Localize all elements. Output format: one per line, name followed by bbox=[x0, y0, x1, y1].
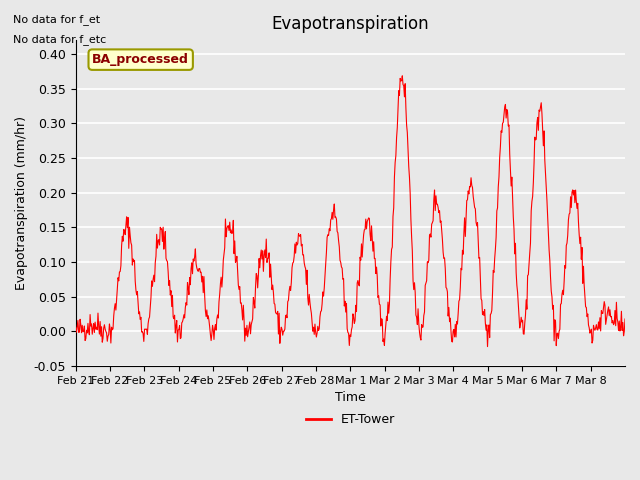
X-axis label: Time: Time bbox=[335, 391, 366, 404]
Text: BA_processed: BA_processed bbox=[92, 53, 189, 66]
Legend: ET-Tower: ET-Tower bbox=[301, 408, 400, 432]
Title: Evapotranspiration: Evapotranspiration bbox=[271, 15, 429, 33]
Text: No data for f_et: No data for f_et bbox=[13, 14, 100, 25]
Y-axis label: Evapotranspiration (mm/hr): Evapotranspiration (mm/hr) bbox=[15, 116, 28, 290]
Text: No data for f_etc: No data for f_etc bbox=[13, 34, 106, 45]
